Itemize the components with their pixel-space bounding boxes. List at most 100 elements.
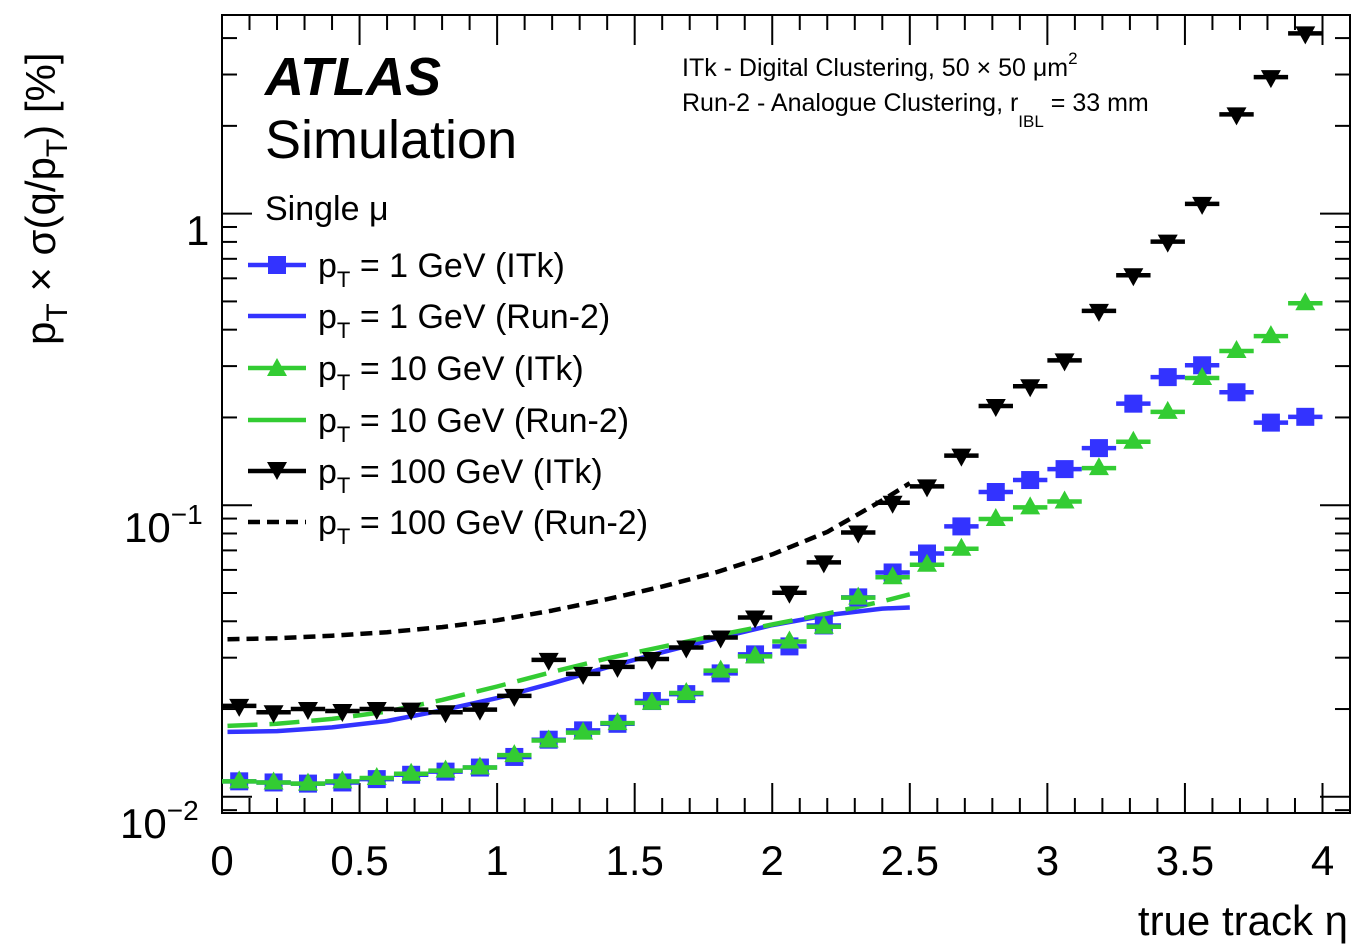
data-point [1193, 356, 1212, 375]
data-point [1088, 457, 1109, 476]
data-point [1226, 340, 1247, 359]
data-point [1295, 26, 1316, 45]
data-point [848, 586, 869, 605]
data-point [538, 729, 559, 748]
data-point [1089, 439, 1108, 458]
data-point [1021, 471, 1040, 490]
annotation-itk: ITk - Digital Clustering, 50 × 50 μm2 [682, 49, 1078, 82]
data-point [952, 517, 971, 536]
data-point [882, 495, 903, 514]
data-point [366, 767, 387, 786]
legend-label: pT = 1 GeV (ITk) [318, 247, 565, 292]
data-point [1054, 490, 1075, 509]
legend: pT = 1 GeV (ITk) pT = 1 GeV (Run-2) pT =… [248, 247, 648, 549]
data-point [710, 630, 731, 649]
legend-triangle-down-marker [267, 462, 287, 480]
data-point [641, 651, 662, 670]
simulation-label: Simulation [265, 110, 517, 170]
x-tick-label: 2.5 [881, 837, 939, 884]
data-point [1226, 107, 1247, 126]
data-point [1020, 379, 1041, 398]
data-point [538, 652, 559, 671]
plot-frame [221, 14, 1351, 814]
data-point [401, 762, 422, 781]
x-tick-label: 4 [1311, 837, 1334, 884]
legend-entry: pT = 1 GeV (Run-2) [248, 298, 610, 343]
legend-triangle-up-marker [267, 358, 287, 376]
data-point [435, 705, 456, 724]
data-point [1055, 460, 1074, 479]
data-point [263, 705, 284, 724]
y-tick-labels: 10−2 10−1 1 [120, 207, 209, 847]
data-point [779, 585, 800, 604]
data-point [332, 703, 353, 722]
series-points [222, 26, 1323, 793]
x-axis-title: true track η [1138, 897, 1348, 944]
data-point [229, 770, 250, 789]
data-point [1088, 303, 1109, 322]
data-point [1020, 496, 1041, 515]
data-point [1192, 196, 1213, 215]
data-point [1260, 325, 1281, 344]
x-tick-label: 0 [210, 837, 233, 884]
data-point [676, 640, 697, 659]
annotation-run2: Run-2 - Analogue Clustering, rIBL = 33 m… [682, 89, 1149, 131]
data-point [607, 659, 628, 678]
data-point [1157, 400, 1178, 419]
data-point [1054, 353, 1075, 372]
data-point [1157, 234, 1178, 253]
atlas-label: ATLAS [263, 47, 441, 107]
data-point [1261, 413, 1280, 432]
data-point [401, 702, 422, 721]
data-point [435, 759, 456, 778]
data-point [1123, 268, 1144, 287]
data-point [1192, 367, 1213, 386]
legend-entry: pT = 10 GeV (ITk) [248, 350, 584, 395]
legend-entry: pT = 100 GeV (Run-2) [248, 504, 648, 549]
data-point [469, 756, 490, 775]
series-line [227, 592, 911, 729]
y-tick-label-1: 1 [186, 207, 209, 254]
data-point [813, 615, 834, 634]
data-point [882, 566, 903, 585]
data-point [263, 771, 284, 790]
data-point [504, 688, 525, 707]
data-point [1123, 430, 1144, 449]
data-point [951, 448, 972, 467]
data-point [573, 721, 594, 740]
y-axis-title: pT × σ(q/pT) [%] [17, 52, 74, 345]
data-point [607, 712, 628, 731]
legend-entry: pT = 10 GeV (Run-2) [248, 402, 629, 447]
x-tick-label: 2 [761, 837, 784, 884]
data-point [813, 555, 834, 574]
legend-entry: pT = 1 GeV (ITk) [248, 247, 565, 292]
data-point [504, 744, 525, 763]
data-point [297, 772, 318, 791]
data-point [951, 537, 972, 556]
data-point [745, 610, 766, 629]
data-point [573, 666, 594, 685]
data-point [917, 479, 937, 498]
data-point [986, 483, 1005, 502]
x-tick-label: 1 [485, 837, 508, 884]
legend-label: pT = 1 GeV (Run-2) [318, 298, 610, 343]
data-point [469, 702, 490, 721]
x-tick-label: 0.5 [330, 837, 388, 884]
data-point [1158, 368, 1177, 387]
data-point [917, 553, 937, 572]
legend-label: pT = 100 GeV (Run-2) [318, 504, 648, 549]
data-point [710, 659, 731, 678]
data-point [1295, 292, 1316, 311]
data-point [1296, 407, 1315, 426]
data-point [1260, 70, 1281, 89]
data-point [779, 630, 800, 649]
y-tick-label-1e-2: 10−2 [120, 795, 199, 847]
data-point [297, 702, 318, 721]
legend-entry: pT = 100 GeV (ITk) [248, 453, 603, 498]
data-point [918, 544, 936, 563]
x-tick-label: 1.5 [606, 837, 664, 884]
data-point [848, 525, 869, 544]
data-point [985, 507, 1006, 526]
data-point [332, 770, 353, 789]
